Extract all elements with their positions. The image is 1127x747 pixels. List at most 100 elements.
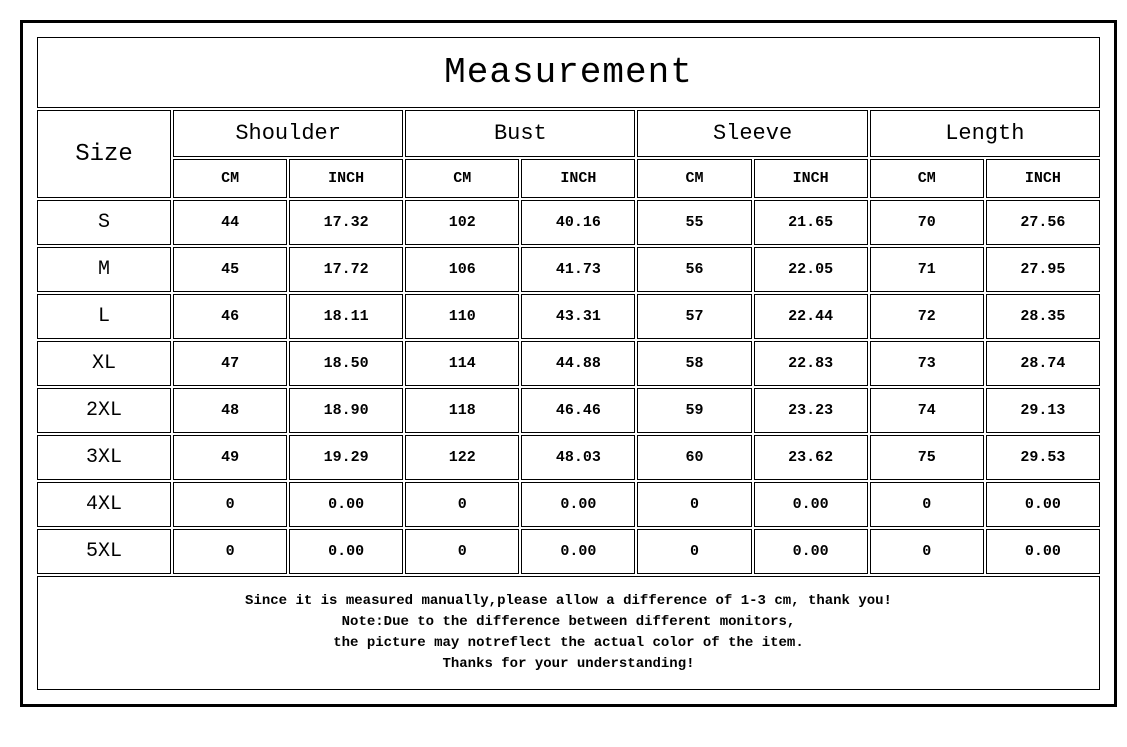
group-header-shoulder: Shoulder: [173, 110, 403, 157]
size-cell: M: [37, 247, 171, 292]
data-cell: 57: [637, 294, 751, 339]
data-cell: 56: [637, 247, 751, 292]
data-cell: 47: [173, 341, 287, 386]
data-cell: 0: [173, 482, 287, 527]
data-cell: 71: [870, 247, 984, 292]
group-header-length: Length: [870, 110, 1100, 157]
data-cell: 40.16: [521, 200, 635, 245]
table-row: M4517.7210641.735622.057127.95: [37, 247, 1100, 292]
data-cell: 122: [405, 435, 519, 480]
data-cell: 59: [637, 388, 751, 433]
size-cell: XL: [37, 341, 171, 386]
data-cell: 48.03: [521, 435, 635, 480]
group-header-sleeve: Sleeve: [637, 110, 867, 157]
data-cell: 106: [405, 247, 519, 292]
data-cell: 70: [870, 200, 984, 245]
data-cell: 19.29: [289, 435, 403, 480]
table-title: Measurement: [37, 37, 1100, 108]
note-line: the picture may notreflect the actual co…: [38, 633, 1099, 654]
data-cell: 0.00: [986, 482, 1100, 527]
data-cell: 27.95: [986, 247, 1100, 292]
data-cell: 46.46: [521, 388, 635, 433]
data-cell: 48: [173, 388, 287, 433]
data-cell: 18.11: [289, 294, 403, 339]
size-cell: L: [37, 294, 171, 339]
data-cell: 21.65: [754, 200, 868, 245]
data-cell: 44.88: [521, 341, 635, 386]
data-cell: 27.56: [986, 200, 1100, 245]
data-cell: 0: [405, 529, 519, 574]
data-cell: 60: [637, 435, 751, 480]
unit-header: CM: [637, 159, 751, 198]
data-cell: 0.00: [521, 529, 635, 574]
data-cell: 22.05: [754, 247, 868, 292]
note-line: Note:Due to the difference between diffe…: [38, 612, 1099, 633]
unit-header: CM: [870, 159, 984, 198]
data-cell: 44: [173, 200, 287, 245]
size-cell: 2XL: [37, 388, 171, 433]
data-cell: 0: [637, 482, 751, 527]
data-cell: 110: [405, 294, 519, 339]
data-cell: 0.00: [986, 529, 1100, 574]
data-cell: 45: [173, 247, 287, 292]
size-cell: 3XL: [37, 435, 171, 480]
group-header-bust: Bust: [405, 110, 635, 157]
data-cell: 55: [637, 200, 751, 245]
measurement-table: Measurement Size Shoulder Bust Sleeve Le…: [35, 35, 1102, 692]
table-row: 4XL00.0000.0000.0000.00: [37, 482, 1100, 527]
unit-header: CM: [405, 159, 519, 198]
data-cell: 18.90: [289, 388, 403, 433]
data-cell: 0.00: [289, 529, 403, 574]
data-cell: 0: [870, 529, 984, 574]
table-row: L4618.1111043.315722.447228.35: [37, 294, 1100, 339]
note-line: Thanks for your understanding!: [38, 654, 1099, 675]
data-cell: 17.32: [289, 200, 403, 245]
size-header: Size: [37, 110, 171, 198]
data-cell: 118: [405, 388, 519, 433]
data-cell: 58: [637, 341, 751, 386]
size-cell: S: [37, 200, 171, 245]
data-cell: 0.00: [754, 529, 868, 574]
data-cell: 74: [870, 388, 984, 433]
data-cell: 0: [173, 529, 287, 574]
table-row: S4417.3210240.165521.657027.56: [37, 200, 1100, 245]
table-row: 5XL00.0000.0000.0000.00: [37, 529, 1100, 574]
data-cell: 29.13: [986, 388, 1100, 433]
unit-header: INCH: [289, 159, 403, 198]
data-cell: 114: [405, 341, 519, 386]
data-cell: 72: [870, 294, 984, 339]
data-cell: 0.00: [521, 482, 635, 527]
data-cell: 28.35: [986, 294, 1100, 339]
data-cell: 18.50: [289, 341, 403, 386]
data-cell: 46: [173, 294, 287, 339]
data-cell: 49: [173, 435, 287, 480]
table-row: 2XL4818.9011846.465923.237429.13: [37, 388, 1100, 433]
unit-header: INCH: [754, 159, 868, 198]
data-cell: 75: [870, 435, 984, 480]
size-cell: 5XL: [37, 529, 171, 574]
data-cell: 43.31: [521, 294, 635, 339]
data-cell: 23.23: [754, 388, 868, 433]
measurement-frame: Measurement Size Shoulder Bust Sleeve Le…: [20, 20, 1117, 707]
note-line: Since it is measured manually,please all…: [38, 591, 1099, 612]
data-cell: 17.72: [289, 247, 403, 292]
table-row: 3XL4919.2912248.036023.627529.53: [37, 435, 1100, 480]
data-cell: 0.00: [289, 482, 403, 527]
data-cell: 0: [405, 482, 519, 527]
table-body: S4417.3210240.165521.657027.56M4517.7210…: [37, 200, 1100, 574]
notes-cell: Since it is measured manually,please all…: [37, 576, 1100, 690]
data-cell: 29.53: [986, 435, 1100, 480]
size-cell: 4XL: [37, 482, 171, 527]
data-cell: 22.44: [754, 294, 868, 339]
data-cell: 0: [870, 482, 984, 527]
data-cell: 22.83: [754, 341, 868, 386]
table-row: XL4718.5011444.885822.837328.74: [37, 341, 1100, 386]
data-cell: 102: [405, 200, 519, 245]
unit-header: INCH: [521, 159, 635, 198]
data-cell: 0.00: [754, 482, 868, 527]
data-cell: 0: [637, 529, 751, 574]
data-cell: 28.74: [986, 341, 1100, 386]
data-cell: 73: [870, 341, 984, 386]
data-cell: 23.62: [754, 435, 868, 480]
data-cell: 41.73: [521, 247, 635, 292]
